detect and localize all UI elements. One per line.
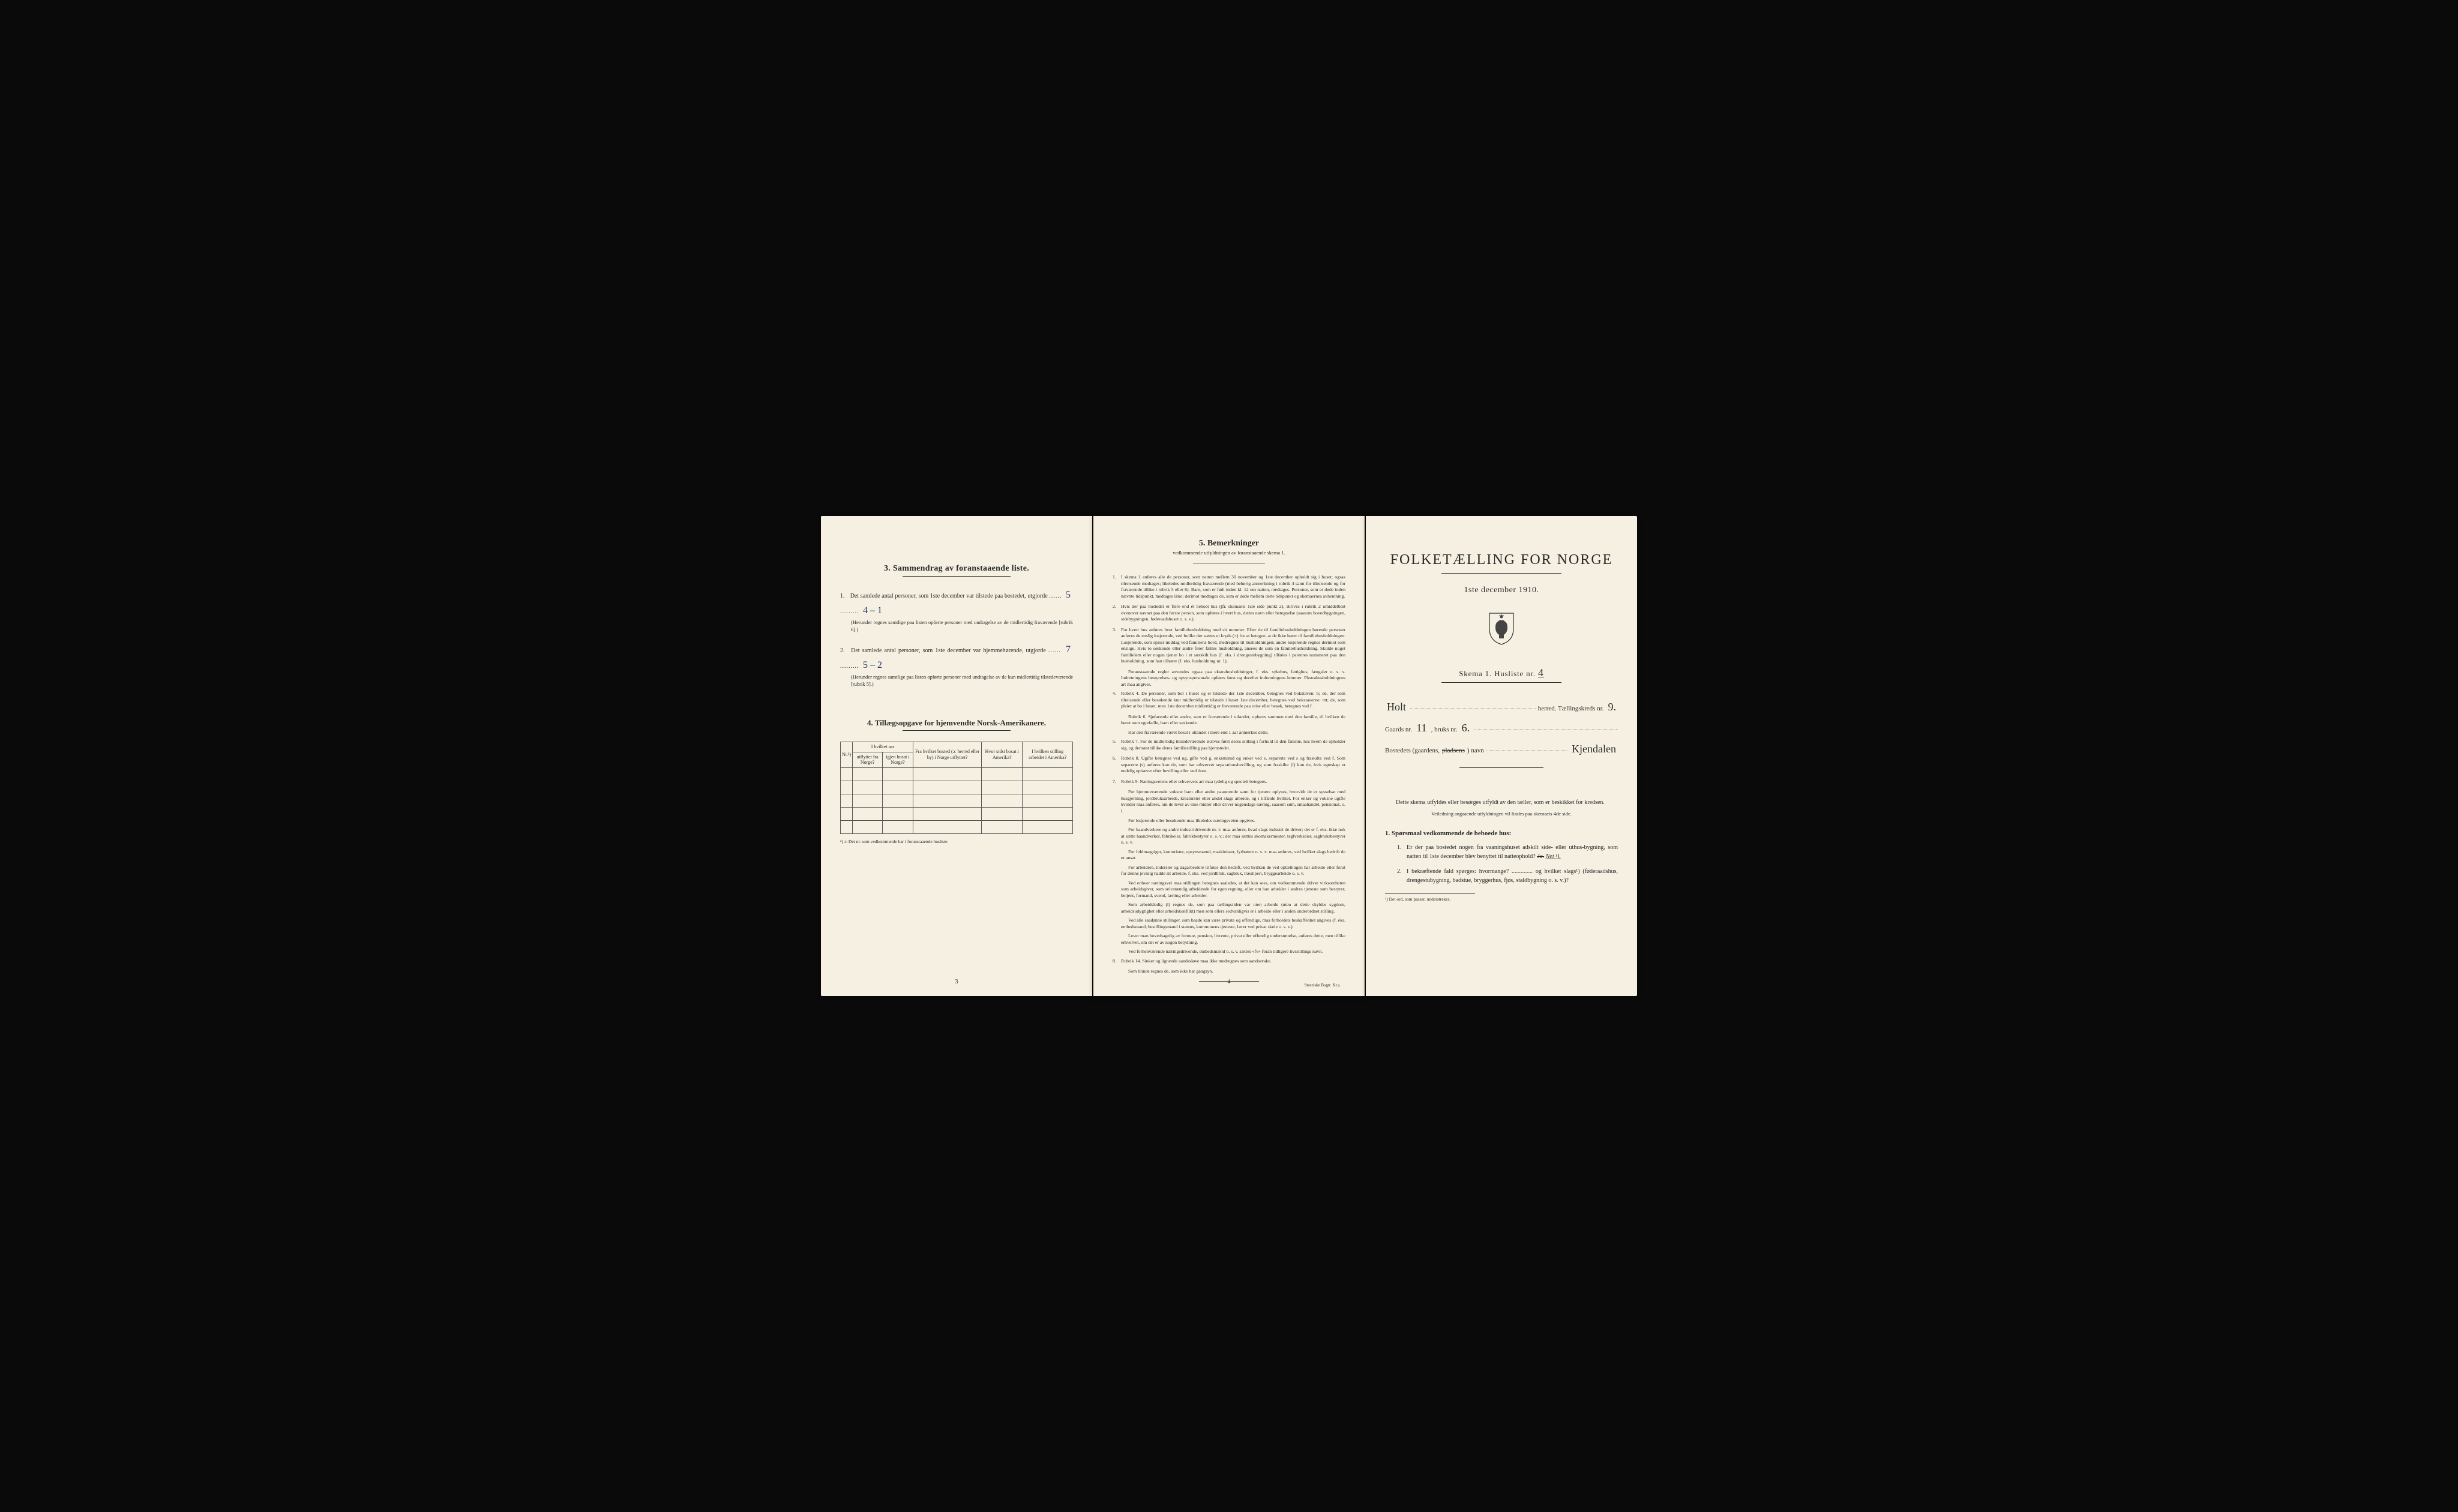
q1-text: Er der paa bostedet nogen fra vaaningshu… xyxy=(1407,844,1618,860)
main-title: FOLKETÆLLING FOR NORGE xyxy=(1385,552,1618,568)
dots: ...... xyxy=(1049,593,1062,599)
footnote: ²) ɔ: Det nr. som vedkommende har i fora… xyxy=(840,839,1073,844)
col-3: Fra hvilket bosted (ɔ: herred eller by) … xyxy=(913,742,981,767)
remark-para: Foranstaaende regler anvendes ogsaa paa … xyxy=(1121,669,1345,688)
skema-label: Skema 1. Husliste nr. xyxy=(1459,669,1536,678)
skema-line: Skema 1. Husliste nr. 4 xyxy=(1385,667,1618,679)
q-num: 2. xyxy=(1397,867,1407,885)
item-num: 1. xyxy=(840,592,849,601)
gaards-label: Gaards nr. xyxy=(1385,726,1412,733)
dots: ......... xyxy=(840,608,859,615)
remark-para: For arbeidere, inderster og dagarbeidere… xyxy=(1121,865,1345,877)
col-1: utflyttet fra Norge? xyxy=(853,752,883,767)
husliste-nr: 4 xyxy=(1538,667,1544,679)
sub-instruction: Veiledning angaaende utfyldningen vil fi… xyxy=(1385,811,1618,817)
fine-print-2: (Herunder regnes samtlige paa listen opf… xyxy=(851,674,1073,688)
bruks-label: , bruks nr. xyxy=(1431,726,1458,733)
question-1: 1. Er der paa bostedet nogen fra vaaning… xyxy=(1397,843,1618,861)
hw-value-2: 7 xyxy=(1063,642,1073,658)
col-0: Nr.²) xyxy=(841,742,853,767)
bemerkninger-title: 5. Bemerkninger xyxy=(1113,539,1345,548)
herred-line: Holt herred. Tællingskreds nr. 9. xyxy=(1385,701,1618,713)
footnote: ¹) Det ord, som passer, understrekes. xyxy=(1385,893,1475,902)
dots: ...... xyxy=(1048,647,1061,654)
hw-note-2: 5 – 2 xyxy=(861,658,885,673)
remark-para: Som arbeidsledig (l) regnes de, som paa … xyxy=(1121,902,1345,914)
page-left: 3. Sammendrag av foranstaaende liste. 1.… xyxy=(821,516,1092,996)
remark-para: For haandverkere og andre industridriven… xyxy=(1121,827,1345,846)
remark-item: 8.Rubrik 14. Sinker og lignende aandsslø… xyxy=(1113,958,1345,965)
remarks-list: 1.I skema 1 anføres alle de personer, so… xyxy=(1113,574,1345,975)
bosted-value: Kjendalen xyxy=(1570,743,1618,755)
remark-item: 1.I skema 1 anføres alle de personer, so… xyxy=(1113,574,1345,599)
page-number: 3 xyxy=(955,979,958,985)
remark-para: Lever man hovedsagelig av formue, pensio… xyxy=(1121,933,1345,946)
rule xyxy=(1441,682,1561,683)
section4-title: 4. Tillægsopgave for hjemvendte Norsk-Am… xyxy=(840,718,1073,728)
gaards-nr: 11 xyxy=(1414,722,1428,734)
remark-para: For hjemmeværende voksne barn eller andr… xyxy=(1121,789,1345,814)
remark-para: Som blinde regnes de, som ikke har gangs… xyxy=(1121,968,1345,975)
bosted-label2: ) navn xyxy=(1467,747,1484,754)
bruks-nr: 6. xyxy=(1460,722,1472,734)
section3-title: 3. Sammendrag av foranstaaende liste. xyxy=(840,564,1073,574)
remark-para: Har den fraværende været bosat i utlande… xyxy=(1121,730,1345,736)
remark-item: 4.Rubrik 4. De personer, som bor i huset… xyxy=(1113,691,1345,710)
instruction-text: Dette skema utfyldes eller besørges utfy… xyxy=(1385,798,1618,807)
col-4: Hvor sidst bosat i Amerika? xyxy=(982,742,1023,767)
rule xyxy=(1459,767,1543,768)
page-number: 4 xyxy=(1228,979,1231,985)
remark-item: 2.Hvis der paa bostedet er flere end ét … xyxy=(1113,604,1345,623)
q1-answer-struck: Ja. xyxy=(1537,853,1544,860)
page-right: FOLKETÆLLING FOR NORGE 1ste december 191… xyxy=(1366,516,1637,996)
remark-para: Ved forhenværende næringsdrivende, embed… xyxy=(1121,949,1345,955)
q1-answer: Nei ¹). xyxy=(1546,853,1561,860)
dots: ......... xyxy=(840,663,859,670)
remark-item: 6.Rubrik 8. Ugifte betegnes ved ug, gift… xyxy=(1113,755,1345,775)
sup-header: I hvilket aar xyxy=(853,742,913,752)
tillaeg-table: Nr.²) I hvilket aar Fra hvilket bosted (… xyxy=(840,742,1073,834)
item2-text: Det samlede antal personer, som 1ste dec… xyxy=(851,647,1046,654)
hw-value-1: 5 xyxy=(1063,587,1073,603)
question-2: 2. I bekræftende fald spørges: hvormange… xyxy=(1397,867,1618,885)
rule xyxy=(1441,573,1561,574)
rule xyxy=(903,576,1011,577)
remark-para: For losjerende eller besøkende maa likel… xyxy=(1121,818,1345,824)
item-2: 2. Det samlede antal personer, som 1ste … xyxy=(840,642,1073,688)
col-5: I hvilken stilling arbeidet i Amerika? xyxy=(1023,742,1073,767)
bosted-line: Bostedets (gaardens, pladsens) navn Kjen… xyxy=(1385,743,1618,755)
coat-of-arms-icon xyxy=(1385,611,1618,649)
item-1: 1. Det samlede antal personer, som 1ste … xyxy=(840,587,1073,634)
remark-para: Rubrik 6. Sjøfarende eller andre, som er… xyxy=(1121,714,1345,727)
item-num: 2. xyxy=(840,646,849,656)
remark-para: Ved enhver næringsvei maa stillingen bet… xyxy=(1121,880,1345,899)
bemerkninger-subtitle: vedkommende utfyldningen av foranstaaend… xyxy=(1113,550,1345,556)
rule xyxy=(903,730,1011,731)
kreds-nr: 9. xyxy=(1606,701,1618,713)
document-spread: 3. Sammendrag av foranstaaende liste. 1.… xyxy=(809,504,1649,1008)
herred-label: herred. Tællingskreds nr. xyxy=(1538,705,1604,712)
remark-para: For fuldmægtiger, kontorister, opsynsmæn… xyxy=(1121,849,1345,862)
page-middle: 5. Bemerkninger vedkommende utfyldningen… xyxy=(1093,516,1365,996)
herred-value: Holt xyxy=(1385,701,1408,713)
q2-text: I bekræftende fald spørges: hvormange? .… xyxy=(1407,867,1618,885)
question-heading: 1. Spørsmaal vedkommende de beboede hus: xyxy=(1385,830,1618,837)
remark-item: 7.Rubrik 9. Næringsveiens eller erhverve… xyxy=(1113,779,1345,785)
hw-note-1: 4 – 1 xyxy=(861,603,885,619)
bosted-label: Bostedets (gaardens, xyxy=(1385,747,1440,754)
census-date: 1ste december 1910. xyxy=(1385,586,1618,595)
remark-para: Ved alle saadanne stillinger, som baade … xyxy=(1121,917,1345,930)
item1-text: Det samlede antal personer, som 1ste dec… xyxy=(850,593,1048,599)
gaards-line: Gaards nr. 11 , bruks nr. 6. xyxy=(1385,722,1618,734)
fine-print-1: (Herunder regnes samtlige paa listen opf… xyxy=(851,619,1073,634)
q-num: 1. xyxy=(1397,843,1407,861)
printer-mark: Steen'ske Bogtr. Kr.a. xyxy=(1304,983,1341,988)
col-2: igjen bosat i Norge? xyxy=(883,752,913,767)
bosted-struck: pladsens xyxy=(1442,747,1465,754)
remark-item: 3.For hvert hus anføres hver familiehush… xyxy=(1113,627,1345,665)
remark-item: 5.Rubrik 7. For de midlertidig tilstedev… xyxy=(1113,739,1345,751)
table-body xyxy=(841,767,1073,833)
